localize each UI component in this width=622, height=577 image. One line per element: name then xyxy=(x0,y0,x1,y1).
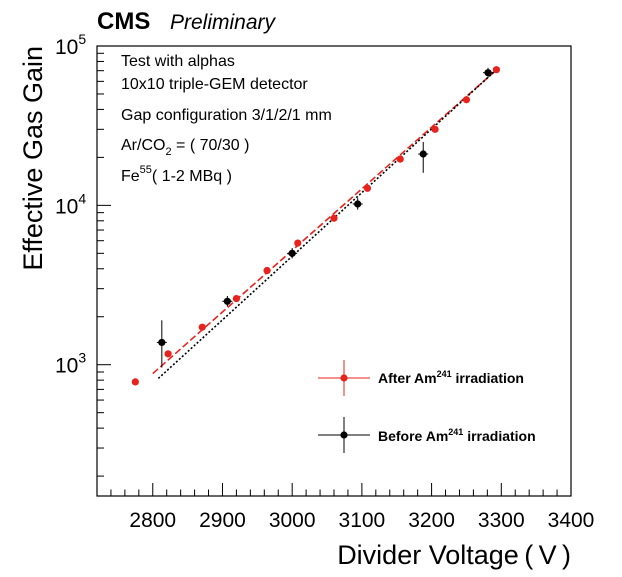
legend-label-after-sup: 241 xyxy=(437,369,452,379)
legend-label-before-post: irradiation xyxy=(463,428,535,444)
annotation-source: Fe55( 1-2 MBq ) xyxy=(121,164,232,185)
legend-label-after: After Am241 irradiation xyxy=(378,369,524,386)
y-tick-exponent: 3 xyxy=(78,350,86,366)
y-tick-base: 10 xyxy=(55,36,78,59)
y-tick-label: 104 xyxy=(55,190,86,218)
x-tick-label: 3200 xyxy=(408,509,455,532)
y-tick-base: 10 xyxy=(55,355,78,378)
data-point-after xyxy=(330,214,338,222)
annotation-gas: Ar/CO2 = ( 70/30 ) xyxy=(121,137,249,158)
legend-label-before-sup: 241 xyxy=(448,427,463,437)
annotation-gas-main: Ar/CO xyxy=(121,137,165,154)
data-point-before xyxy=(419,150,427,158)
legend-entry-before: Before Am241 irradiation xyxy=(318,417,536,453)
legend-marker-after xyxy=(340,374,348,382)
data-points xyxy=(131,66,501,386)
data-point-after xyxy=(294,239,302,247)
data-point-after xyxy=(232,294,241,303)
x-axis-title: Divider Voltage ( V ) xyxy=(337,540,571,570)
y-axis-title: Effective Gas Gain xyxy=(18,46,48,271)
x-tick-label: 3300 xyxy=(478,509,525,532)
x-tick-label: 3000 xyxy=(269,509,316,532)
y-tick-label: 105 xyxy=(55,31,86,59)
x-tick-label: 3100 xyxy=(339,509,386,532)
legend-label-before-pre: Before Am xyxy=(378,428,448,444)
legend-marker-before xyxy=(340,431,348,439)
data-point-after xyxy=(131,378,139,386)
data-point-before xyxy=(223,297,231,305)
legend-label-after-post: irradiation xyxy=(452,370,524,386)
legend-entry-after: After Am241 irradiation xyxy=(318,360,524,396)
data-point-before xyxy=(158,338,166,347)
annotation-gap: Gap configuration 3/1/2/1 mm xyxy=(121,107,332,124)
data-point-after xyxy=(431,125,439,133)
status-label: Preliminary xyxy=(170,11,277,34)
fit-line xyxy=(152,68,499,375)
annotation-test: Test with alphas xyxy=(121,53,235,70)
data-point-after xyxy=(396,155,404,163)
data-point-after xyxy=(492,66,501,74)
data-point-after xyxy=(198,323,206,331)
x-tick-label: 2800 xyxy=(129,509,176,532)
annotation-gas-ratio: = ( 70/30 ) xyxy=(172,137,250,154)
data-point-after xyxy=(462,96,471,104)
legend-label-after-pre: After Am xyxy=(378,370,437,386)
data-point-after xyxy=(363,184,372,192)
experiment-label: CMS xyxy=(97,8,150,35)
annotation-detector: 10x10 triple-GEM detector xyxy=(121,76,308,93)
y-tick-base: 10 xyxy=(55,195,78,218)
data-point-before xyxy=(354,200,362,208)
legend-label-before: Before Am241 irradiation xyxy=(378,427,536,444)
data-point-after xyxy=(263,266,271,275)
x-tick-label: 2900 xyxy=(199,509,246,532)
data-point-before xyxy=(288,249,296,257)
legend: After Am241 irradiation Before Am241 irr… xyxy=(318,360,536,453)
x-axis-ticks: 2800 2900 3000 3100 3200 3300 3400 xyxy=(96,483,595,532)
y-tick-label: 103 xyxy=(55,350,86,378)
y-tick-exponent: 4 xyxy=(78,190,86,206)
annotation-source-sup: 55 xyxy=(140,164,152,176)
data-point-before xyxy=(484,69,492,77)
annotation-gas-sub: 2 xyxy=(165,146,171,158)
data-point-after xyxy=(164,350,172,358)
y-tick-exponent: 5 xyxy=(78,31,86,47)
annotation-source-main: Fe xyxy=(121,168,140,185)
annotation-source-activity: ( 1-2 MBq ) xyxy=(152,168,232,185)
fit-lines xyxy=(152,68,499,380)
x-tick-label: 3400 xyxy=(548,509,595,532)
